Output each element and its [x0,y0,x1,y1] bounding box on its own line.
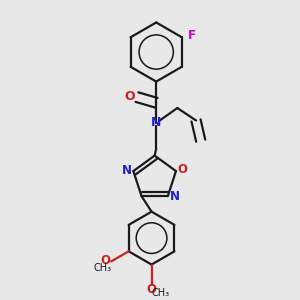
Text: O: O [178,163,188,176]
Text: O: O [147,283,157,296]
Text: N: N [122,164,131,177]
Text: O: O [100,254,110,267]
Text: N: N [151,116,161,129]
Text: F: F [188,29,196,42]
Text: CH₃: CH₃ [152,287,170,298]
Text: N: N [170,190,180,203]
Text: O: O [124,90,135,103]
Text: CH₃: CH₃ [93,263,112,273]
